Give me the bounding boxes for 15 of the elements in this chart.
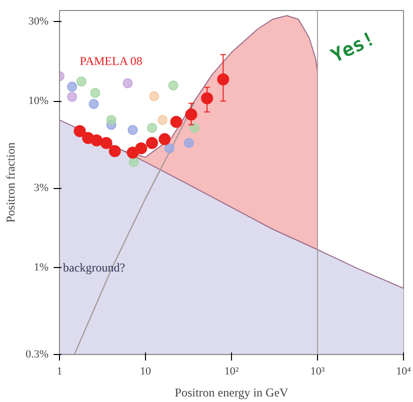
y-axis-title: Positron fraction <box>4 142 18 223</box>
x-axis-title: Positron energy in GeV <box>174 386 289 400</box>
x-tick-label: 10³ <box>310 366 326 378</box>
annotation: background? <box>63 260 126 274</box>
y-tick-label: 1% <box>34 261 49 274</box>
y-tick-label: 30% <box>28 16 49 28</box>
x-tick-label: 10² <box>224 366 240 378</box>
annotation: Yes! <box>328 28 379 68</box>
y-tick-label: 10% <box>28 95 49 108</box>
x-tick-label: 10 <box>140 366 152 378</box>
x-tick-label: 1 <box>56 366 62 378</box>
y-tick-label: 3% <box>34 182 49 194</box>
text: PAMELA 08 <box>80 54 142 68</box>
x-tick-label: 10⁴ <box>396 366 412 378</box>
y-tick-label: 0.3% <box>26 348 49 360</box>
